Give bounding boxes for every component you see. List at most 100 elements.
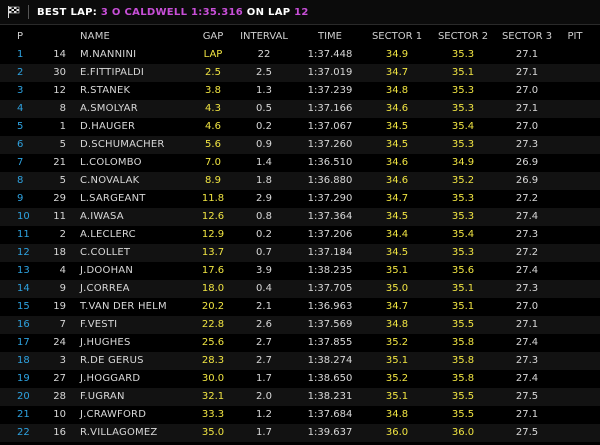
position: 1 [17,49,24,60]
lap-time: 1:36.963 [307,301,353,312]
sector-2: 35.3 [451,193,475,204]
interval: 1.4 [256,157,272,168]
driver-row: 21 10 J.CRAWFORD 33.3 1.2 1:37.684 34.8 35.5 27.… [0,406,600,424]
driver-row: 17 24 J.HUGHES 25.6 2.7 1:37.855 35.2 35.8 27.4 [0,334,600,352]
driver-row: 6 5 D.SCHUMACHER 5.6 0.9 1:37.260 34.5 35.3 27.3 [0,136,600,154]
gap: 28.3 [201,355,225,366]
position: 8 [17,175,24,186]
sector-2: 35.5 [451,319,475,330]
position: 2 [17,67,24,78]
sector-1: 34.5 [385,121,409,132]
driver-row: 15 19 T.VAN DER HELM 20.2 2.1 1:36.963 34.7 35.… [0,298,600,316]
gap: 32.1 [201,391,225,402]
lap-time: 1:38.650 [307,373,353,384]
sector-3: 27.0 [515,121,539,132]
sector-1: 34.5 [385,139,409,150]
sector-1: 34.6 [385,103,409,114]
driver-name: L.COLOMBO [80,157,142,168]
sector-3: 27.5 [515,427,539,438]
position: 20 [17,391,30,402]
car-number: 28 [53,391,66,402]
position: 9 [17,193,24,204]
sector-2: 35.3 [451,49,475,60]
interval: 1.3 [256,85,272,96]
interval: 2.6 [256,319,272,330]
sector-2: 35.3 [451,85,475,96]
interval: 0.2 [256,121,272,132]
lap-time: 1:39.637 [307,427,353,438]
car-number: 24 [53,337,66,348]
gap: 11.8 [201,193,225,204]
sector-3: 27.1 [515,409,539,420]
gap: 3.8 [205,85,221,96]
position: 13 [17,265,30,276]
sector-1: 34.5 [385,211,409,222]
car-number: 30 [53,67,66,78]
car-number: 19 [53,301,66,312]
position: 10 [17,211,30,222]
sector-1: 34.7 [385,67,409,78]
gap: 18.0 [201,283,225,294]
sector-3: 27.3 [515,229,539,240]
car-number: 8 [59,103,66,114]
interval: 2.1 [256,301,272,312]
sector-1: 34.6 [385,157,409,168]
sector-2: 35.3 [451,247,475,258]
position: 7 [17,157,24,168]
sector-3: 27.1 [515,49,539,60]
lap-time: 1:37.184 [307,247,353,258]
sector-3: 27.4 [515,211,539,222]
column-header: TIME [317,31,342,42]
position: 6 [17,139,24,150]
sector-3: 27.3 [515,355,539,366]
lap-time: 1:38.235 [307,265,353,276]
lap-time: 1:37.855 [307,337,353,348]
position: 12 [17,247,30,258]
interval: 2.5 [256,67,272,78]
driver-row: 13 4 J.DOOHAN 17.6 3.9 1:38.235 35.1 35.6 27.4 [0,262,600,280]
sector-2: 35.1 [451,67,475,78]
driver-row: 1 14 M.NANNINI LAP 22 1:37.448 34.9 35.3 27.1 [0,46,600,64]
gap: LAP [203,49,223,60]
interval: 2.7 [256,337,272,348]
sector-1: 35.0 [385,283,409,294]
sector-2: 35.5 [451,409,475,420]
driver-name: J.CORREA [80,283,130,294]
sector-3: 27.4 [515,337,539,348]
driver-row: 2 30 E.FITTIPALDI 2.5 2.5 1:37.019 34.7 35.1 27.… [0,64,600,82]
driver-row: 8 5 C.NOVALAK 8.9 1.8 1:36.880 34.6 35.2 26.9 [0,172,600,190]
column-header: PIT [567,31,583,42]
sector-1: 34.8 [385,409,409,420]
sector-3: 27.5 [515,391,539,402]
car-number: 2 [59,229,66,240]
sector-1: 34.9 [385,49,409,60]
lap-time: 1:37.705 [307,283,353,294]
lap-time: 1:36.510 [307,157,353,168]
driver-row: 5 1 D.HAUGER 4.6 0.2 1:37.067 34.5 35.4 27.0 [0,118,600,136]
sector-2: 35.8 [451,355,475,366]
car-number: 27 [53,373,66,384]
driver-name: A.IWASA [80,211,124,222]
sector-2: 35.1 [451,301,475,312]
car-number: 3 [59,355,66,366]
position: 17 [17,337,30,348]
car-number: 14 [53,49,66,60]
sector-2: 35.8 [451,337,475,348]
position: 4 [17,103,24,114]
column-header: P [17,31,24,42]
driver-row: 3 12 R.STANEK 3.8 1.3 1:37.239 34.8 35.3 27.0 [0,82,600,100]
driver-name: E.FITTIPALDI [80,67,145,78]
driver-name: J.HOGGARD [80,373,141,384]
sector-2: 35.3 [451,103,475,114]
sector-2: 35.6 [451,265,475,276]
driver-row: 16 7 F.VESTI 22.8 2.6 1:37.569 34.8 35.5 27.1 [0,316,600,334]
car-number: 10 [53,409,66,420]
driver-name: M.NANNINI [80,49,137,60]
interval: 0.4 [256,283,272,294]
car-number: 12 [53,85,66,96]
lap-time: 1:37.364 [307,211,353,222]
interval: 0.9 [256,139,272,150]
interval: 2.7 [256,355,272,366]
sector-3: 27.4 [515,373,539,384]
gap: 4.6 [205,121,221,132]
